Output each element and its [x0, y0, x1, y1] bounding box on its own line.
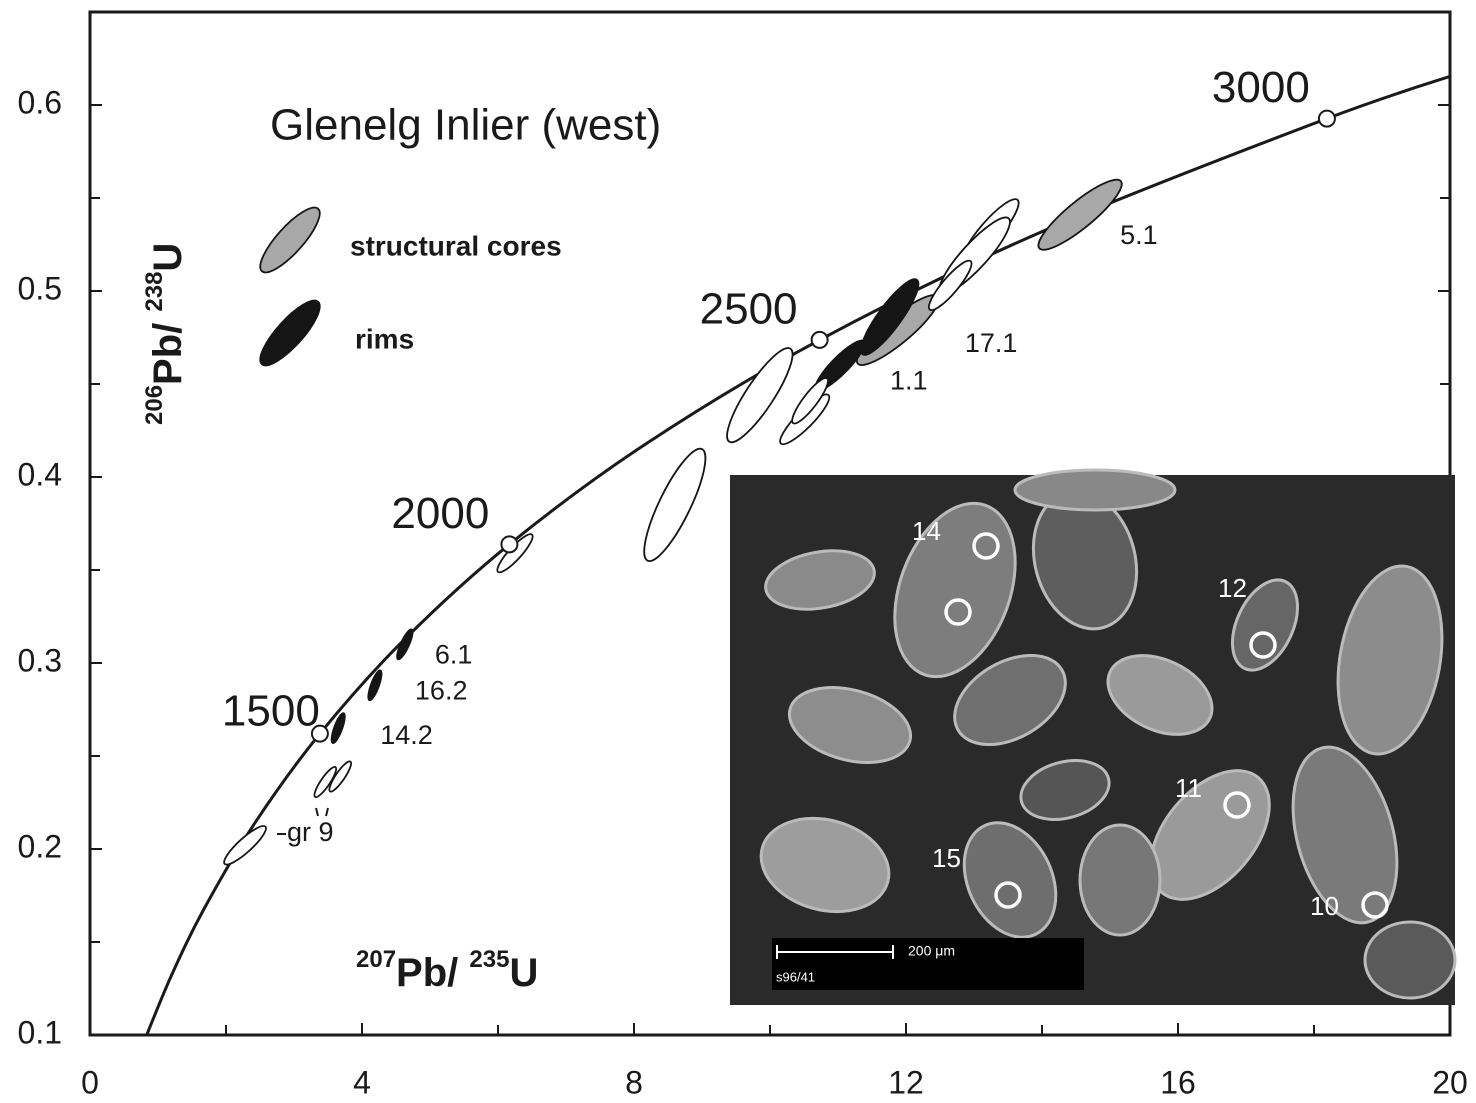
age-marker	[1317, 109, 1336, 128]
leader-marks	[277, 807, 329, 835]
spot-labels: 14 12 11 15 10	[912, 516, 1339, 921]
ellipse-label: 14.2	[380, 720, 433, 750]
y-tick-label: 0.5	[18, 270, 62, 306]
spot-label: 10	[1310, 891, 1339, 921]
scale-bar	[776, 945, 894, 959]
spot-label: 15	[932, 843, 961, 873]
spot-label: 12	[1218, 573, 1247, 603]
x-axis-label-part: U	[509, 951, 538, 995]
error-ellipse	[928, 259, 973, 312]
error-ellipse	[860, 278, 920, 356]
error-ellipse	[330, 712, 346, 744]
error-ellipse	[367, 669, 383, 702]
x-tick-label: 20	[1432, 1064, 1468, 1100]
x-axis-label-part: 207	[356, 946, 396, 973]
ellipse-label: 16.2	[415, 675, 468, 705]
error-ellipse	[1037, 178, 1123, 251]
ellipse-label: 17.1	[965, 328, 1018, 358]
age-marker	[810, 330, 829, 349]
y-tick-label: 0.4	[18, 456, 62, 492]
legend-swatch	[259, 299, 321, 367]
y-tick-label: 0.3	[18, 642, 62, 678]
spot-label: 14	[912, 516, 941, 546]
x-axis-label-part: 235	[469, 946, 509, 973]
cl-image-inset: 14 12 11 15 10 200 μm s96/41	[730, 468, 1457, 1005]
age-label: 1500	[222, 686, 320, 735]
age-label: 3000	[1212, 63, 1310, 112]
error-ellipse	[643, 447, 707, 563]
x-tick-label: 16	[1160, 1064, 1196, 1100]
y-axis-label-part: Pb/	[146, 312, 190, 385]
y-tick-label: 0.1	[18, 1014, 62, 1050]
legend-label: structural cores	[350, 230, 562, 261]
error-ellipse	[328, 760, 352, 793]
y-axis-label: 206Pb/ 238U	[141, 243, 189, 425]
legend-swatch	[259, 206, 321, 274]
error-ellipse	[223, 825, 267, 866]
analysis-spots	[944, 532, 1389, 919]
scale-box	[772, 938, 1084, 990]
sample-label: s96/41	[776, 969, 815, 984]
y-tick-label: 0.6	[18, 84, 62, 120]
y-axis-label-part: 206	[141, 385, 168, 425]
ellipse-label: gr 9	[287, 817, 334, 847]
y-axis-label-part: 238	[141, 272, 168, 312]
age-marker	[500, 535, 519, 554]
x-tick-label: 0	[81, 1064, 99, 1100]
error-ellipse	[313, 766, 338, 799]
age-label: 2500	[700, 285, 798, 334]
y-axis-label-part: U	[146, 243, 190, 272]
x-tick-label: 12	[888, 1064, 924, 1100]
x-axis-label: 207Pb/ 235U	[356, 946, 538, 994]
error-ellipse	[396, 628, 414, 661]
concordia-curve	[145, 74, 1450, 1035]
age-marker	[310, 724, 329, 743]
ellipse-label: 5.1	[1120, 220, 1158, 250]
age-label: 2000	[391, 489, 489, 538]
x-axis-label-part: Pb/	[396, 951, 469, 995]
legend-label: rims	[355, 323, 414, 354]
y-tick-label: 0.2	[18, 828, 62, 864]
chart-title: Glenelg Inlier (west)	[270, 101, 661, 150]
error-ellipse	[726, 347, 794, 444]
x-tick-label: 4	[353, 1064, 371, 1100]
ellipse-label: 1.1	[890, 366, 928, 396]
zircon-grains	[759, 468, 1457, 1000]
error-ellipse	[791, 377, 829, 425]
ellipse-label: 6.1	[435, 640, 473, 670]
scale-label: 200 μm	[908, 943, 955, 959]
spot-label: 11	[1175, 773, 1202, 803]
x-tick-label: 8	[625, 1064, 643, 1100]
plot: 0 4 8 12 16 20 0.1 0.2 0.3 0.4 0.5 0.6 5.1 17.1 1.1 6.1…	[18, 10, 1468, 1100]
